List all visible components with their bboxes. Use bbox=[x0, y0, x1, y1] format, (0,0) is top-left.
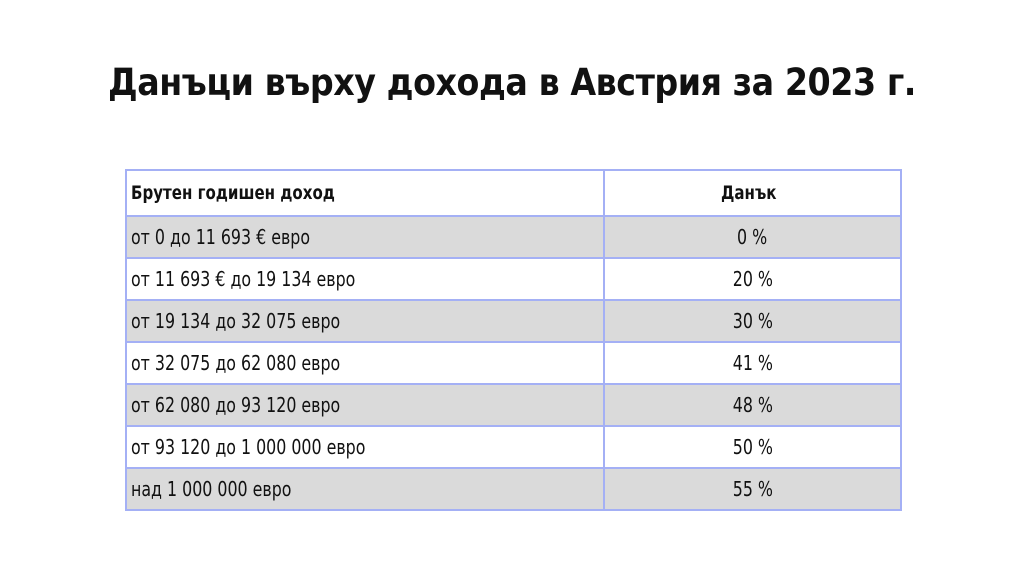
tax-rate-cell: 30 % bbox=[603, 299, 902, 343]
income-range-cell: над 1 000 000 евро bbox=[125, 467, 605, 511]
table-row: над 1 000 000 евро 55 % bbox=[125, 467, 902, 511]
tax-rate-cell: 55 % bbox=[603, 467, 902, 511]
tax-rate-cell: 20 % bbox=[603, 257, 902, 301]
income-range-cell: от 0 до 11 693 € евро bbox=[125, 215, 605, 259]
income-range-cell: от 62 080 до 93 120 евро bbox=[125, 383, 605, 427]
tax-rate-cell: 41 % bbox=[603, 341, 902, 385]
header-tax: Данък bbox=[603, 169, 902, 217]
income-range-cell: от 11 693 € до 19 134 евро bbox=[125, 257, 605, 301]
tax-rate-cell: 50 % bbox=[603, 425, 902, 469]
tax-rate-cell: 48 % bbox=[603, 383, 902, 427]
table-header-row: Брутен годишен доход Данък bbox=[125, 169, 902, 217]
income-tax-table: Брутен годишен доход Данък от 0 до 11 69… bbox=[125, 169, 902, 511]
table-row: от 19 134 до 32 075 евро 30 % bbox=[125, 299, 902, 343]
table-row: от 11 693 € до 19 134 евро 20 % bbox=[125, 257, 902, 301]
income-range-cell: от 32 075 до 62 080 евро bbox=[125, 341, 605, 385]
income-range-cell: от 93 120 до 1 000 000 евро bbox=[125, 425, 605, 469]
table-row: от 0 до 11 693 € евро 0 % bbox=[125, 215, 902, 259]
page-title: Данъци върху дохода в Австрия за 2023 г. bbox=[107, 61, 917, 104]
tax-rate-cell: 0 % bbox=[603, 215, 902, 259]
table-row: от 32 075 до 62 080 евро 41 % bbox=[125, 341, 902, 385]
header-income: Брутен годишен доход bbox=[125, 169, 605, 217]
table-row: от 62 080 до 93 120 евро 48 % bbox=[125, 383, 902, 427]
table-row: от 93 120 до 1 000 000 евро 50 % bbox=[125, 425, 902, 469]
income-range-cell: от 19 134 до 32 075 евро bbox=[125, 299, 605, 343]
